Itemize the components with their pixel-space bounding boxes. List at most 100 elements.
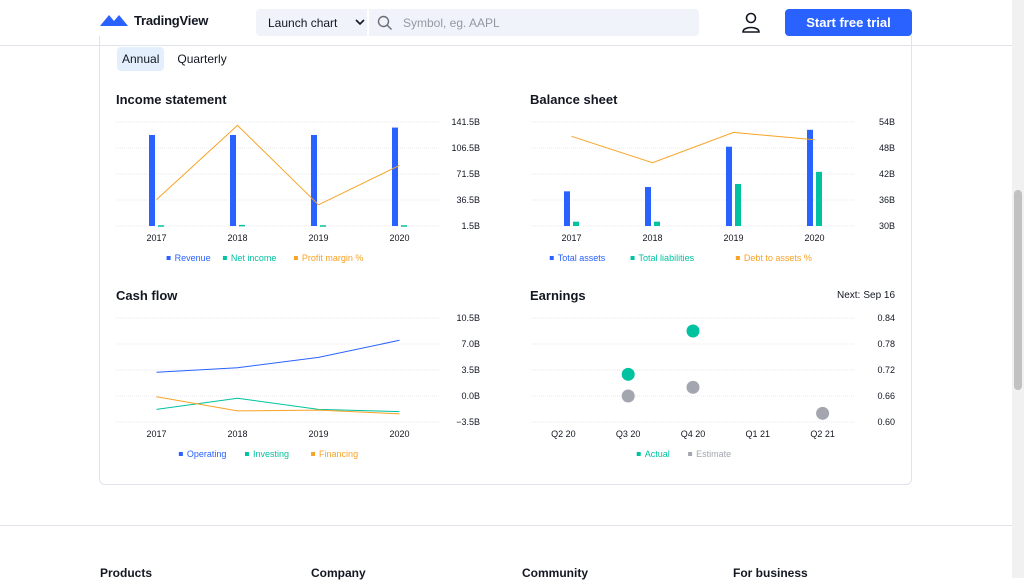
point: [621, 389, 635, 403]
y-tick-label: 30B: [879, 221, 895, 231]
legend-swatch: [178, 452, 183, 456]
earnings-title[interactable]: Earnings: [530, 288, 586, 303]
x-tick-label: Q2 20: [551, 429, 576, 439]
legend-label: Total liabilities: [639, 253, 695, 263]
x-tick-label: 2020: [389, 233, 409, 243]
legend-swatch: [166, 256, 171, 260]
next-earnings-date: Next: Sep 16: [834, 290, 895, 301]
y-tick-label: 0.84: [877, 313, 895, 323]
footer-community[interactable]: Community: [522, 566, 588, 580]
legend-swatch: [244, 452, 249, 456]
series-line: [156, 124, 400, 206]
user-menu-button[interactable]: [741, 12, 761, 38]
bar: [645, 187, 651, 226]
y-tick-label: 0.66: [877, 391, 895, 401]
y-tick-label: 54B: [879, 117, 895, 127]
tab-annual[interactable]: Annual: [117, 47, 165, 71]
y-tick-label: 141.5B: [451, 117, 480, 127]
next-date: Sep 16: [863, 290, 896, 301]
bar: [320, 225, 326, 227]
bar: [807, 129, 813, 226]
footer-divider: [0, 525, 1012, 526]
x-tick-label: 2020: [804, 233, 824, 243]
point: [686, 380, 700, 394]
y-tick-label: 42B: [879, 169, 895, 179]
x-tick-label: Q4 20: [681, 429, 706, 439]
x-tick-label: 2019: [723, 233, 743, 243]
footer-company[interactable]: Company: [311, 566, 366, 580]
y-tick-label: 10.5B: [456, 313, 480, 323]
legend-label: Investing: [253, 449, 289, 459]
x-tick-label: Q3 20: [616, 429, 641, 439]
x-tick-label: Q2 21: [810, 429, 835, 439]
point: [621, 367, 635, 381]
cash-flow-chart: 10.5B 7.0B 3.5B 0.0B −3.5B 2017 2018 2019 2020 Op…: [116, 313, 480, 459]
y-tick-label: 36B: [879, 195, 895, 205]
x-tick-label: 2020: [389, 429, 409, 439]
scrollbar-thumb[interactable]: [1014, 190, 1022, 390]
y-tick-label: 0.78: [877, 339, 895, 349]
y-tick-label: 48B: [879, 143, 895, 153]
start-free-trial-button[interactable]: Start free trial: [785, 9, 912, 36]
financials-card: [99, 36, 912, 485]
income-statement-chart: 141.5B 106.5B 71.5B 36.5B 1.5B 2017 2018 2019 20…: [116, 117, 480, 263]
tab-quarterly[interactable]: Quarterly: [177, 52, 227, 66]
point: [816, 406, 830, 420]
series-line: [571, 131, 815, 164]
legend-label: Profit margin %: [302, 253, 364, 263]
tradingview-logo-icon: [100, 15, 128, 26]
logo-text: TradingView: [134, 12, 209, 28]
y-tick-label: 36.5B: [456, 195, 480, 205]
y-tick-label: 0.0B: [461, 391, 480, 401]
logo[interactable]: TradingView: [100, 12, 208, 28]
search-icon: [377, 15, 392, 30]
legend-swatch: [549, 256, 554, 260]
bar: [311, 135, 317, 226]
footer-products[interactable]: Products: [100, 566, 153, 580]
bar: [573, 221, 579, 226]
legend-swatch: [293, 256, 298, 260]
x-tick-label: 2017: [561, 233, 581, 243]
bar: [726, 146, 732, 226]
user-icon: [742, 12, 760, 33]
site-header: TradingView Launch chart Start free tria…: [0, 0, 1012, 46]
bar: [158, 225, 164, 227]
symbol-search[interactable]: [369, 9, 699, 36]
x-tick-label: 2017: [146, 233, 166, 243]
legend-label: Financing: [319, 449, 358, 459]
launch-chart-button[interactable]: Launch chart: [256, 9, 367, 36]
series-line: [156, 396, 400, 415]
bar: [654, 221, 660, 226]
legend-label: Debt to assets %: [744, 253, 812, 263]
point: [686, 324, 700, 338]
legend-label: Operating: [187, 449, 227, 459]
earnings-chart: 0.84 0.78 0.72 0.66 0.60 Q2 20 Q3 20 Q4 20 Q1 21…: [531, 313, 895, 459]
period-tabs: Annual Quarterly: [117, 47, 232, 71]
bar: [735, 183, 741, 226]
bar: [392, 127, 398, 226]
legend-swatch: [688, 452, 693, 456]
launch-chart-label: Launch chart: [268, 15, 338, 30]
cash-flow-title[interactable]: Cash flow: [116, 288, 178, 303]
bar: [401, 225, 407, 227]
scrollbar[interactable]: [1012, 0, 1024, 578]
series-line: [156, 339, 400, 373]
next-label: Next:: [837, 290, 861, 301]
bar: [149, 135, 155, 226]
y-tick-label: 71.5B: [456, 169, 480, 179]
x-tick-label: 2019: [308, 233, 328, 243]
bar: [239, 224, 245, 227]
x-tick-label: 2018: [227, 233, 247, 243]
y-tick-label: 7.0B: [461, 339, 480, 349]
legend-swatch: [311, 452, 316, 456]
legend-swatch: [636, 452, 641, 456]
y-tick-label: 1.5B: [461, 221, 480, 231]
footer-for-business[interactable]: For business: [733, 566, 808, 580]
y-tick-label: 3.5B: [461, 365, 480, 375]
search-input[interactable]: [401, 14, 685, 31]
legend-label: Actual: [645, 449, 670, 459]
legend-swatch: [630, 256, 635, 260]
legend-swatch: [735, 256, 740, 260]
income-statement-title[interactable]: Income statement: [116, 92, 227, 107]
balance-sheet-title[interactable]: Balance sheet: [530, 92, 618, 107]
